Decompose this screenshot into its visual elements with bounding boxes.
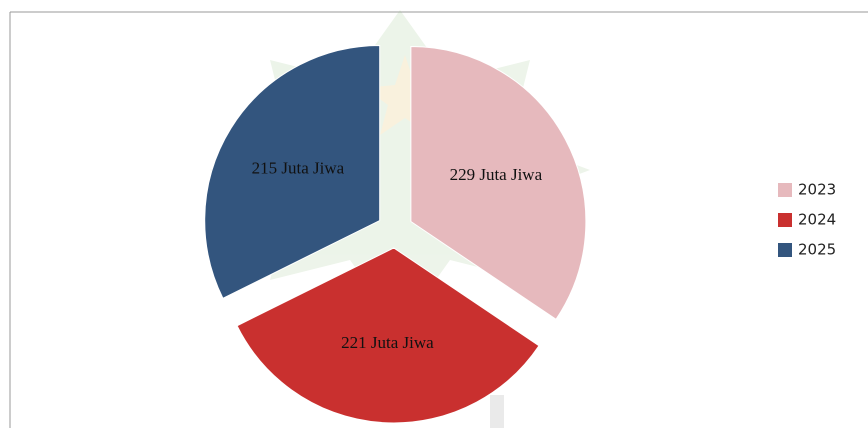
legend-swatch [778,243,792,257]
data-label: 221 Juta Jiwa [341,333,434,352]
data-label: 229 Juta Jiwa [450,165,543,184]
page: 229 Juta Jiwa 221 Juta Jiwa 215 Juta Jiwa 2… [0,0,868,428]
legend-swatch [778,183,792,197]
data-label: 215 Juta Jiwa [252,159,345,178]
legend-label: 2024 [798,211,836,229]
chart: 229 Juta Jiwa 221 Juta Jiwa 215 Juta Jiwa 2… [0,0,868,428]
legend-label: 2023 [798,181,836,199]
legend-swatch [778,213,792,227]
legend-label: 2025 [798,241,836,259]
